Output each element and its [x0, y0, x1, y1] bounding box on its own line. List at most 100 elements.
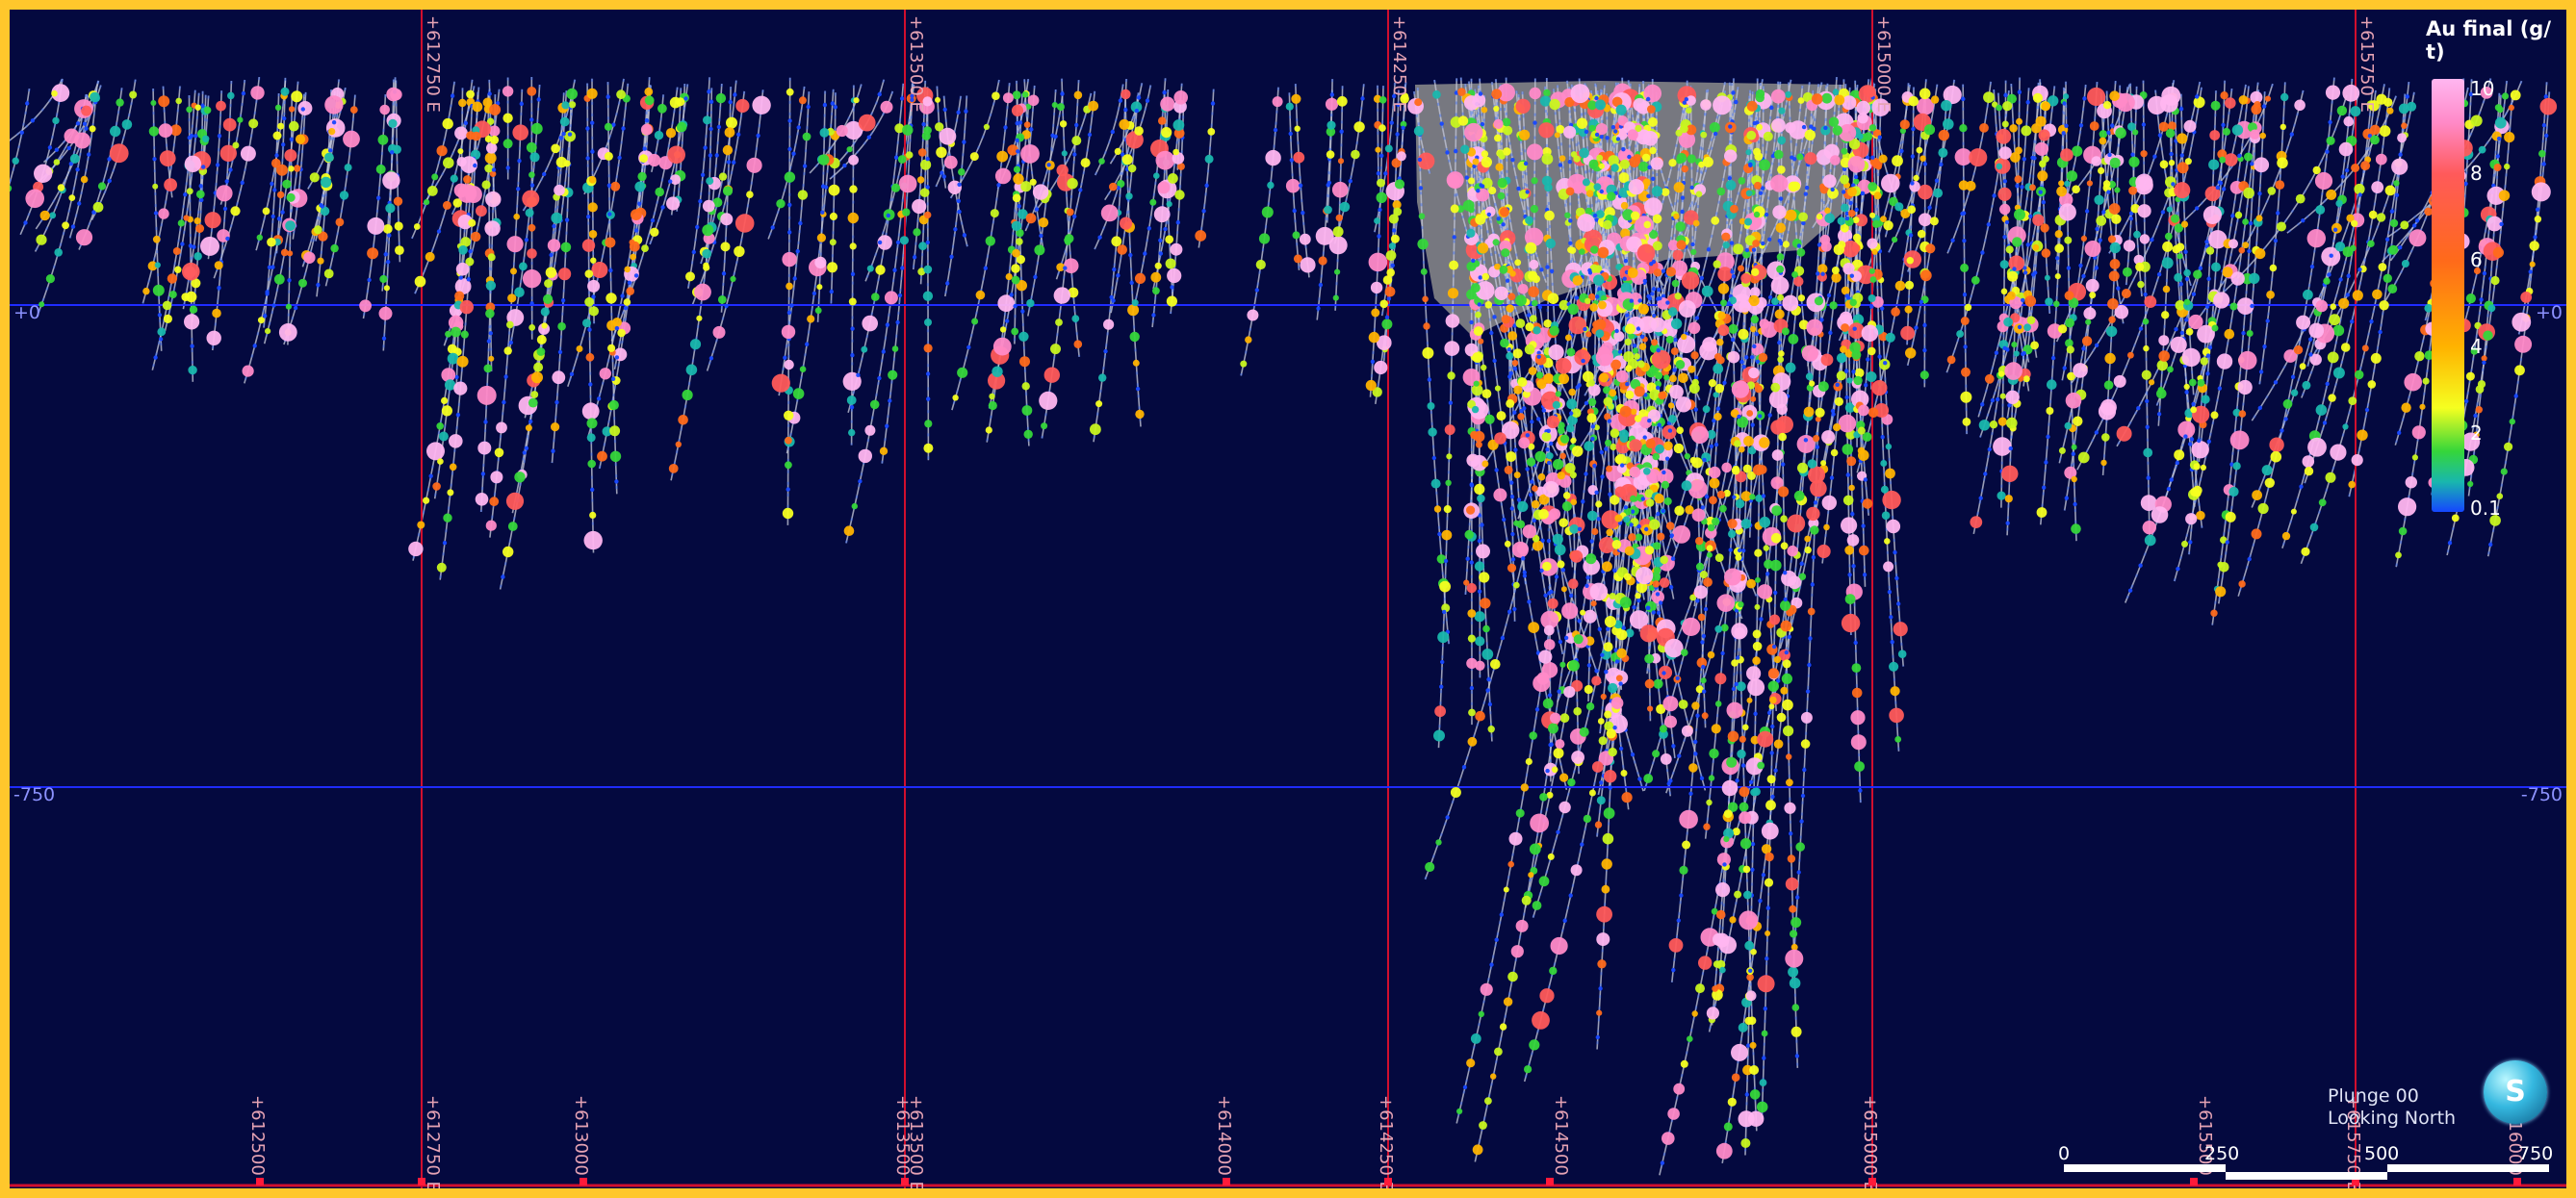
assay-sample [1654, 380, 1662, 388]
assay-sample [581, 402, 600, 421]
assay-sample [1868, 268, 1875, 274]
assay-sample [284, 149, 297, 162]
assay-sample [1463, 579, 1470, 586]
assay-sample [734, 214, 755, 233]
assay-sample [1773, 655, 1782, 664]
assay-sample [1733, 243, 1744, 255]
assay-sample [1607, 419, 1612, 423]
assay-sample [463, 175, 472, 184]
assay-sample [1018, 120, 1023, 125]
assay-sample [1622, 276, 1627, 281]
assay-sample [1767, 294, 1773, 300]
assay-sample [1590, 424, 1596, 429]
assay-sample [2109, 242, 2121, 254]
assay-sample [708, 153, 713, 158]
assay-sample [1417, 152, 1435, 170]
assay-sample [1723, 836, 1730, 843]
assay-sample [1784, 802, 1796, 814]
assay-sample [1061, 150, 1068, 157]
assay-sample [1590, 600, 1597, 607]
assay-sample [2013, 350, 2020, 357]
assay-sample [485, 309, 495, 319]
assay-sample [1481, 156, 1493, 168]
assay-sample [530, 122, 543, 135]
assay-sample [1854, 368, 1865, 378]
assay-sample [1583, 609, 1597, 624]
assay-sample [291, 90, 303, 103]
assay-sample [549, 252, 554, 258]
assay-sample [1117, 179, 1125, 189]
assay-sample [1913, 174, 1919, 182]
assay-sample [1431, 455, 1437, 461]
assay-sample [514, 287, 525, 298]
assay-sample [503, 374, 508, 379]
assay-sample [988, 371, 1006, 390]
assay-sample [1422, 295, 1429, 303]
assay-sample [1665, 267, 1676, 277]
assay-sample [1492, 315, 1497, 319]
assay-sample [2114, 304, 2129, 319]
assay-sample [877, 375, 882, 381]
assay-sample [1513, 472, 1521, 479]
assay-sample [489, 104, 502, 115]
assay-sample [1201, 209, 1206, 214]
assay-sample [1507, 374, 1512, 379]
assay-sample [1753, 711, 1758, 716]
assay-sample [1803, 191, 1809, 196]
assay-sample [501, 574, 505, 579]
assay-sample [728, 99, 733, 105]
assay-sample [1581, 499, 1585, 504]
assay-sample [864, 424, 876, 436]
assay-sample [1905, 347, 1917, 359]
assay-sample [1634, 353, 1640, 360]
assay-sample [222, 117, 237, 132]
assay-sample [293, 305, 298, 311]
assay-sample [1392, 228, 1397, 233]
assay-sample [393, 196, 403, 206]
assay-sample [1602, 561, 1612, 573]
assay-sample [449, 463, 457, 472]
assay-sample [1894, 280, 1906, 292]
assay-sample [438, 431, 449, 442]
assay-sample [1339, 129, 1344, 134]
assay-sample [1469, 483, 1475, 488]
assay-sample [2128, 217, 2134, 221]
assay-sample [596, 396, 602, 401]
assay-sample [2180, 220, 2189, 228]
assay-sample [1739, 446, 1745, 453]
assay-sample [1922, 162, 1928, 166]
assay-sample [92, 201, 104, 213]
assay-sample [1609, 593, 1616, 599]
drillhole-core [1533, 90, 1727, 513]
assay-sample [1467, 634, 1476, 643]
assay-sample [2024, 295, 2037, 307]
assay-sample [585, 126, 590, 131]
assay-sample [528, 419, 533, 424]
assay-sample [650, 227, 659, 237]
assay-sample [460, 156, 478, 174]
assay-sample [660, 205, 665, 210]
drillhole-core [395, 80, 401, 263]
assay-sample [1810, 479, 1827, 497]
section-view[interactable]: +612750 E +613500 E +614250 E +615000 E +615… [10, 10, 2566, 1188]
assay-sample [1053, 134, 1058, 139]
assay-sample [1769, 559, 1782, 572]
assay-sample [91, 210, 96, 215]
assay-sample [958, 167, 966, 176]
assay-sample [1919, 370, 1929, 380]
assay-sample [1989, 421, 1998, 429]
assay-sample [1128, 252, 1133, 258]
assay-sample [1630, 509, 1636, 514]
assay-sample [1652, 452, 1661, 461]
assay-sample [1847, 187, 1857, 197]
assay-sample [1663, 441, 1673, 451]
assay-sample [1910, 154, 1916, 159]
assay-sample [1698, 161, 1705, 168]
assay-sample [1078, 188, 1083, 192]
assay-sample [586, 418, 598, 429]
assay-sample [1767, 237, 1772, 242]
assay-sample [1446, 171, 1464, 190]
assay-sample [1749, 1089, 1761, 1100]
assay-sample [798, 220, 803, 226]
assay-sample [1435, 839, 1442, 846]
